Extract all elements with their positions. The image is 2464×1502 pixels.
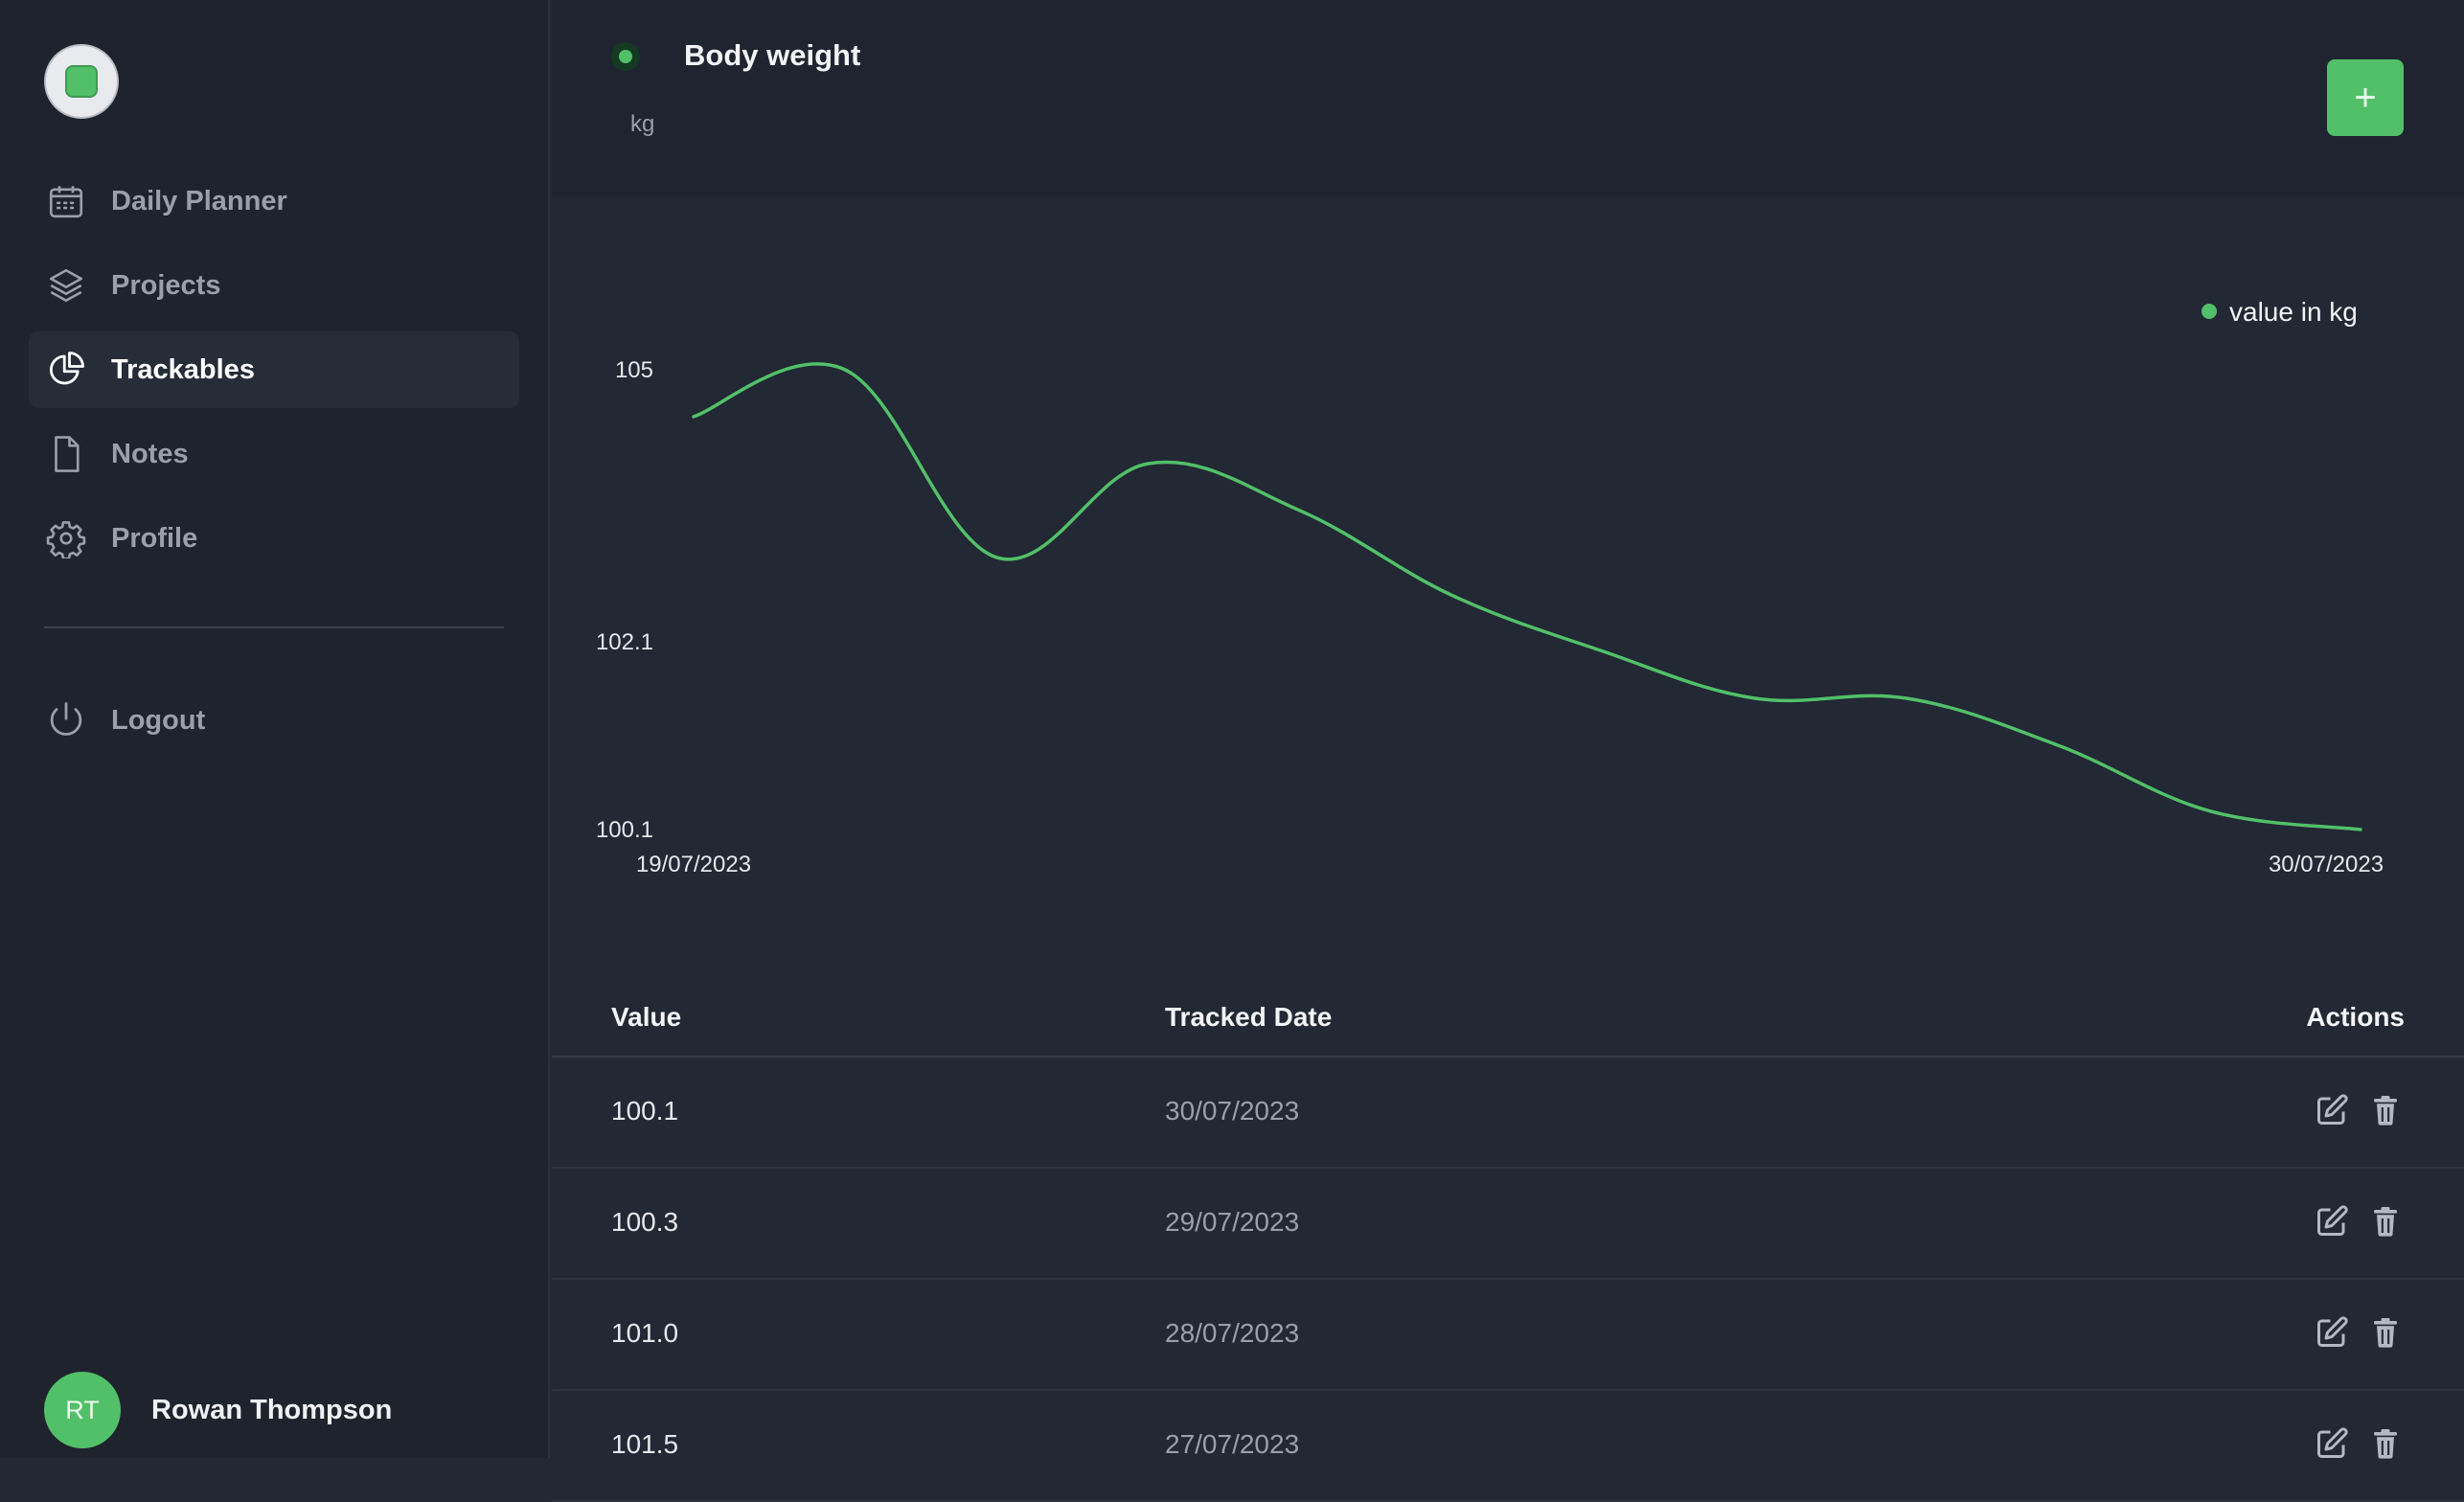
legend-label: value in kg xyxy=(2229,297,2358,327)
trash-icon[interactable] xyxy=(2368,1203,2403,1240)
logout-section: Logout xyxy=(29,682,519,766)
legend-dot-icon xyxy=(2202,304,2217,319)
x-tick-label: 19/07/2023 xyxy=(636,852,751,877)
cell-value: 101.0 xyxy=(611,1318,679,1348)
x-tick-label: 30/07/2023 xyxy=(2269,852,2384,877)
chart-svg: 105 102.1 100.1 19/07/2023 30/07/2023 va… xyxy=(596,297,2384,877)
row-actions xyxy=(2315,1425,2403,1462)
sidebar-item-label: Daily Planner xyxy=(111,185,287,216)
document-icon xyxy=(46,434,86,474)
column-header-value: Value xyxy=(611,1002,682,1032)
logo-mark xyxy=(65,65,98,98)
trash-icon[interactable] xyxy=(2368,1425,2403,1462)
cell-date: 27/07/2023 xyxy=(1165,1429,1300,1459)
edit-icon[interactable] xyxy=(2315,1425,2349,1462)
sidebar-item-label: Profile xyxy=(111,522,198,554)
table-header: Value Tracked Date Actions xyxy=(552,987,2464,1058)
edit-icon[interactable] xyxy=(2315,1314,2349,1351)
status-dot-icon xyxy=(611,42,640,71)
table-row: 100.1 30/07/2023 xyxy=(552,1058,2464,1169)
column-header-tracked-date: Tracked Date xyxy=(1165,1002,1333,1032)
sidebar-item-projects[interactable]: Projects xyxy=(29,247,519,324)
cell-value: 101.5 xyxy=(611,1429,679,1459)
sidebar-item-label: Projects xyxy=(111,269,221,301)
cell-date: 28/07/2023 xyxy=(1165,1318,1300,1348)
power-icon xyxy=(46,700,86,740)
cell-value: 100.1 xyxy=(611,1096,679,1126)
sidebar: Daily Planner Projects Trackables Notes … xyxy=(0,0,550,1458)
edit-icon[interactable] xyxy=(2315,1092,2349,1128)
y-tick-label: 100.1 xyxy=(596,817,653,843)
y-tick-label: 102.1 xyxy=(596,629,653,655)
add-entry-button[interactable]: + xyxy=(2327,59,2404,136)
pie-chart-icon xyxy=(46,350,86,390)
user-profile[interactable]: RT Rowan Thompson xyxy=(44,1372,392,1448)
logout-label: Logout xyxy=(111,704,206,736)
app-logo[interactable] xyxy=(44,44,119,119)
layers-icon xyxy=(46,265,86,306)
avatar[interactable]: RT xyxy=(44,1372,121,1448)
user-name: Rowan Thompson xyxy=(151,1394,393,1425)
sidebar-item-trackables[interactable]: Trackables xyxy=(29,331,519,408)
edit-icon[interactable] xyxy=(2315,1203,2349,1240)
calendar-icon xyxy=(46,181,86,221)
page-header: Body weight kg + xyxy=(552,0,2464,197)
series-line-value-in-kg xyxy=(692,362,2362,831)
gear-icon xyxy=(46,518,86,558)
sidebar-item-label: Trackables xyxy=(111,353,255,385)
y-tick-label: 105 xyxy=(615,357,653,383)
row-actions xyxy=(2315,1092,2403,1128)
cell-value: 100.3 xyxy=(611,1207,679,1237)
trash-icon[interactable] xyxy=(2368,1092,2403,1128)
unit-label: kg xyxy=(630,111,655,137)
table-row: 100.3 29/07/2023 xyxy=(552,1169,2464,1280)
table-row: 101.5 27/07/2023 xyxy=(552,1391,2464,1502)
sidebar-item-label: Notes xyxy=(111,438,189,469)
row-actions xyxy=(2315,1314,2403,1351)
sidebar-item-notes[interactable]: Notes xyxy=(29,416,519,492)
row-actions xyxy=(2315,1203,2403,1240)
cell-date: 30/07/2023 xyxy=(1165,1096,1300,1126)
sidebar-item-profile[interactable]: Profile xyxy=(29,500,519,577)
column-header-actions: Actions xyxy=(2306,1002,2405,1032)
table-row: 101.0 28/07/2023 xyxy=(552,1280,2464,1391)
logout-button[interactable]: Logout xyxy=(29,682,519,759)
weight-chart: 105 102.1 100.1 19/07/2023 30/07/2023 va… xyxy=(552,197,2464,964)
entries-table: Value Tracked Date Actions 100.1 30/07/2… xyxy=(552,987,2464,1502)
sidebar-nav: Daily Planner Projects Trackables Notes … xyxy=(29,163,519,584)
cell-date: 29/07/2023 xyxy=(1165,1207,1300,1237)
sidebar-item-daily-planner[interactable]: Daily Planner xyxy=(29,163,519,239)
trash-icon[interactable] xyxy=(2368,1314,2403,1351)
page-title: Body weight xyxy=(684,38,861,72)
sidebar-divider xyxy=(44,626,504,628)
